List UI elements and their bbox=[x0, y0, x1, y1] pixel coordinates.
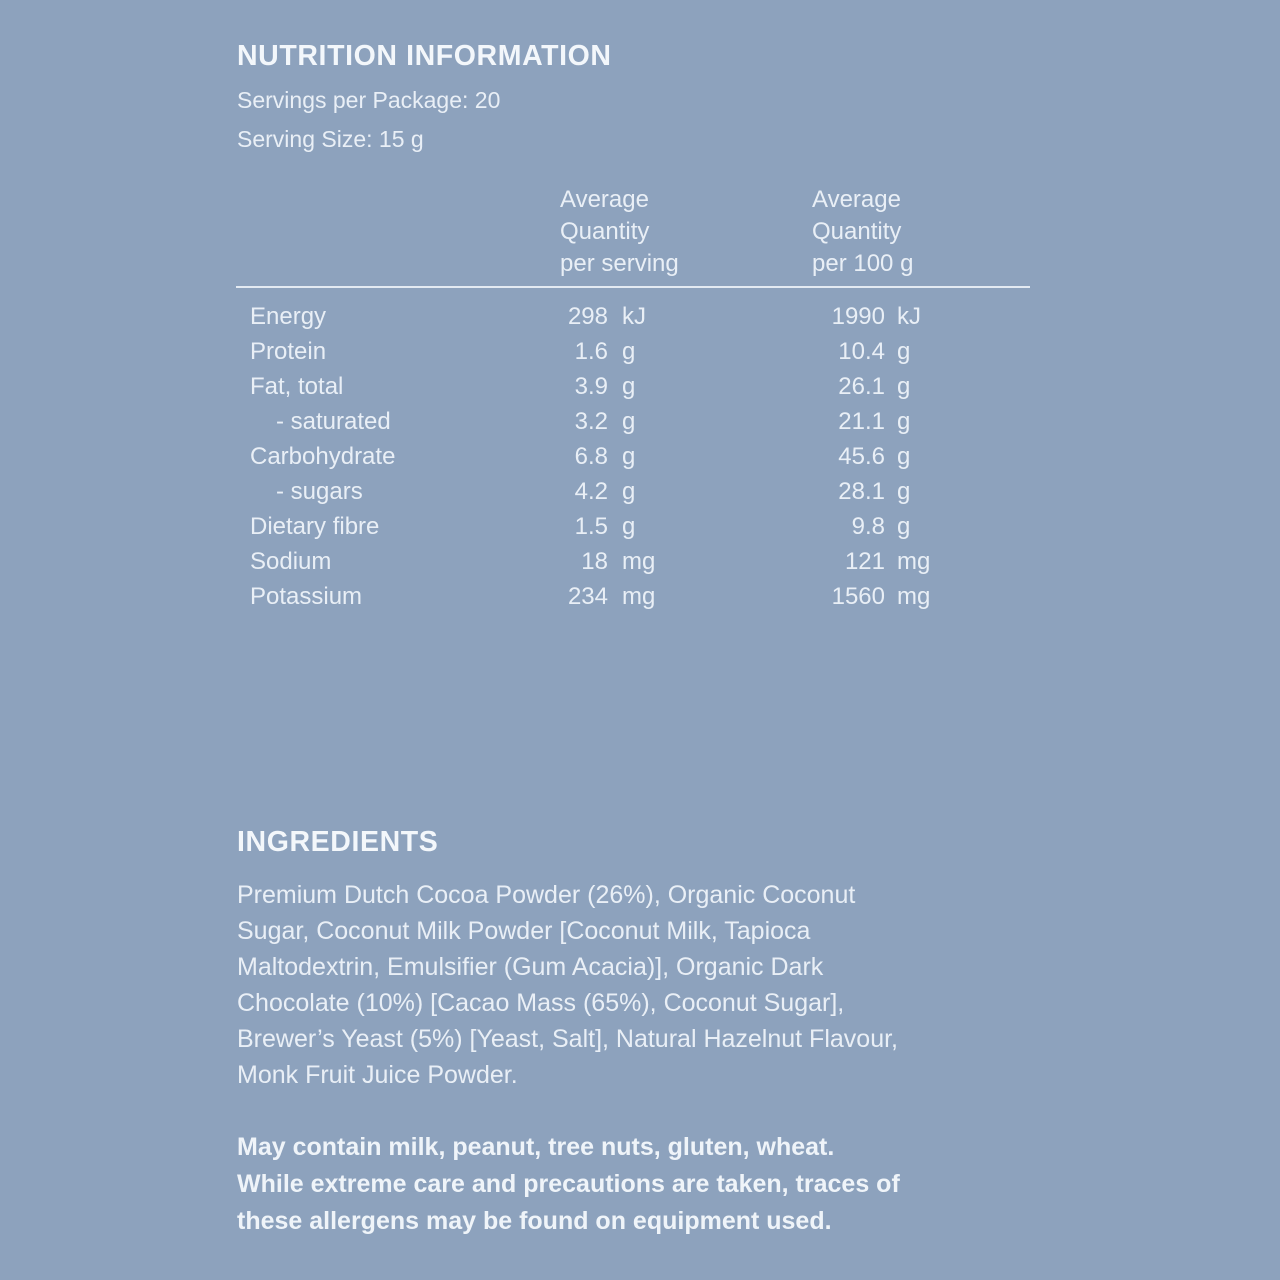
ingredients-list: Premium Dutch Cocoa Powder (26%), Organi… bbox=[237, 881, 898, 1089]
row-label: Dietary fibre bbox=[250, 513, 380, 540]
servings-per-package: Servings per Package: 20 bbox=[237, 87, 501, 113]
allergen-statement: May contain milk, peanut, tree nuts, glu… bbox=[237, 1133, 900, 1235]
nutrition-table-body: Energy 298 kJ 1990 kJ Protein 1.6 g 10.4… bbox=[237, 299, 1030, 614]
per-100g-unit: g bbox=[897, 338, 911, 365]
per-serving-value: 1.5 bbox=[574, 513, 608, 540]
per-serving-unit: g bbox=[622, 373, 636, 400]
per-serving-value: 3.2 bbox=[574, 408, 608, 435]
per-serving-value: 298 bbox=[567, 303, 608, 330]
per-100g-unit: g bbox=[897, 478, 911, 505]
row-label: Protein bbox=[250, 338, 327, 365]
per-serving-unit: kJ bbox=[622, 303, 646, 330]
per-100g-value: 28.1 bbox=[838, 478, 885, 505]
per-serving-value: 4.2 bbox=[574, 478, 608, 505]
table-header-divider bbox=[236, 286, 1030, 288]
per-100g-value: 26.1 bbox=[838, 373, 885, 400]
table-row-saturated: - saturated 3.2 g 21.1 g bbox=[237, 404, 1030, 439]
per-100g-value: 21.1 bbox=[838, 408, 885, 435]
table-row-carbohydrate: Carbohydrate 6.8 g 45.6 g bbox=[237, 439, 1030, 474]
per-100g-unit: g bbox=[897, 408, 911, 435]
per-100g-unit: mg bbox=[897, 548, 931, 575]
row-label: Carbohydrate bbox=[250, 443, 396, 470]
serving-size: Serving Size: 15 g bbox=[237, 126, 424, 152]
nutrition-table-header: Average Quantity per serving Average Qua… bbox=[237, 184, 1030, 280]
column-header-per-100g: Average Quantity per 100 g bbox=[812, 186, 914, 277]
ingredients-heading: INGREDIENTS bbox=[237, 826, 439, 858]
per-serving-value: 3.9 bbox=[574, 373, 608, 400]
table-row-energy: Energy 298 kJ 1990 kJ bbox=[237, 299, 1030, 334]
row-label: Fat, total bbox=[250, 373, 344, 400]
row-label: - sugars bbox=[276, 478, 363, 505]
table-row-protein: Protein 1.6 g 10.4 g bbox=[237, 334, 1030, 369]
table-row-sugars: - sugars 4.2 g 28.1 g bbox=[237, 474, 1030, 509]
per-100g-unit: g bbox=[897, 513, 911, 540]
per-serving-value: 234 bbox=[567, 583, 608, 610]
per-serving-unit: mg bbox=[622, 548, 656, 575]
per-100g-value: 121 bbox=[844, 548, 885, 575]
per-serving-unit: g bbox=[622, 478, 636, 505]
per-100g-value: 1560 bbox=[831, 583, 885, 610]
per-serving-unit: mg bbox=[622, 583, 656, 610]
per-serving-unit: g bbox=[622, 338, 636, 365]
per-serving-unit: g bbox=[622, 443, 636, 470]
table-row-potassium: Potassium 234 mg 1560 mg bbox=[237, 579, 1030, 614]
table-row-dietary-fibre: Dietary fibre 1.5 g 9.8 g bbox=[237, 509, 1030, 544]
nutrition-information-title: NUTRITION INFORMATION bbox=[237, 40, 612, 72]
per-serving-value: 18 bbox=[581, 548, 608, 575]
row-label: Sodium bbox=[250, 548, 332, 575]
per-100g-value: 10.4 bbox=[838, 338, 885, 365]
per-serving-value: 6.8 bbox=[574, 443, 608, 470]
per-serving-unit: g bbox=[622, 513, 636, 540]
row-label: Potassium bbox=[250, 583, 363, 610]
table-row-sodium: Sodium 18 mg 121 mg bbox=[237, 544, 1030, 579]
per-100g-unit: kJ bbox=[897, 303, 921, 330]
per-100g-value: 45.6 bbox=[838, 443, 885, 470]
per-100g-unit: g bbox=[897, 373, 911, 400]
per-100g-unit: g bbox=[897, 443, 911, 470]
per-100g-value: 9.8 bbox=[851, 513, 885, 540]
per-serving-unit: g bbox=[622, 408, 636, 435]
per-100g-value: 1990 bbox=[831, 303, 885, 330]
column-header-per-serving: Average Quantity per serving bbox=[560, 186, 679, 277]
row-label: Energy bbox=[250, 303, 327, 330]
per-100g-unit: mg bbox=[897, 583, 931, 610]
row-label: - saturated bbox=[276, 408, 391, 435]
table-row-fat-total: Fat, total 3.9 g 26.1 g bbox=[237, 369, 1030, 404]
per-serving-value: 1.6 bbox=[574, 338, 608, 365]
